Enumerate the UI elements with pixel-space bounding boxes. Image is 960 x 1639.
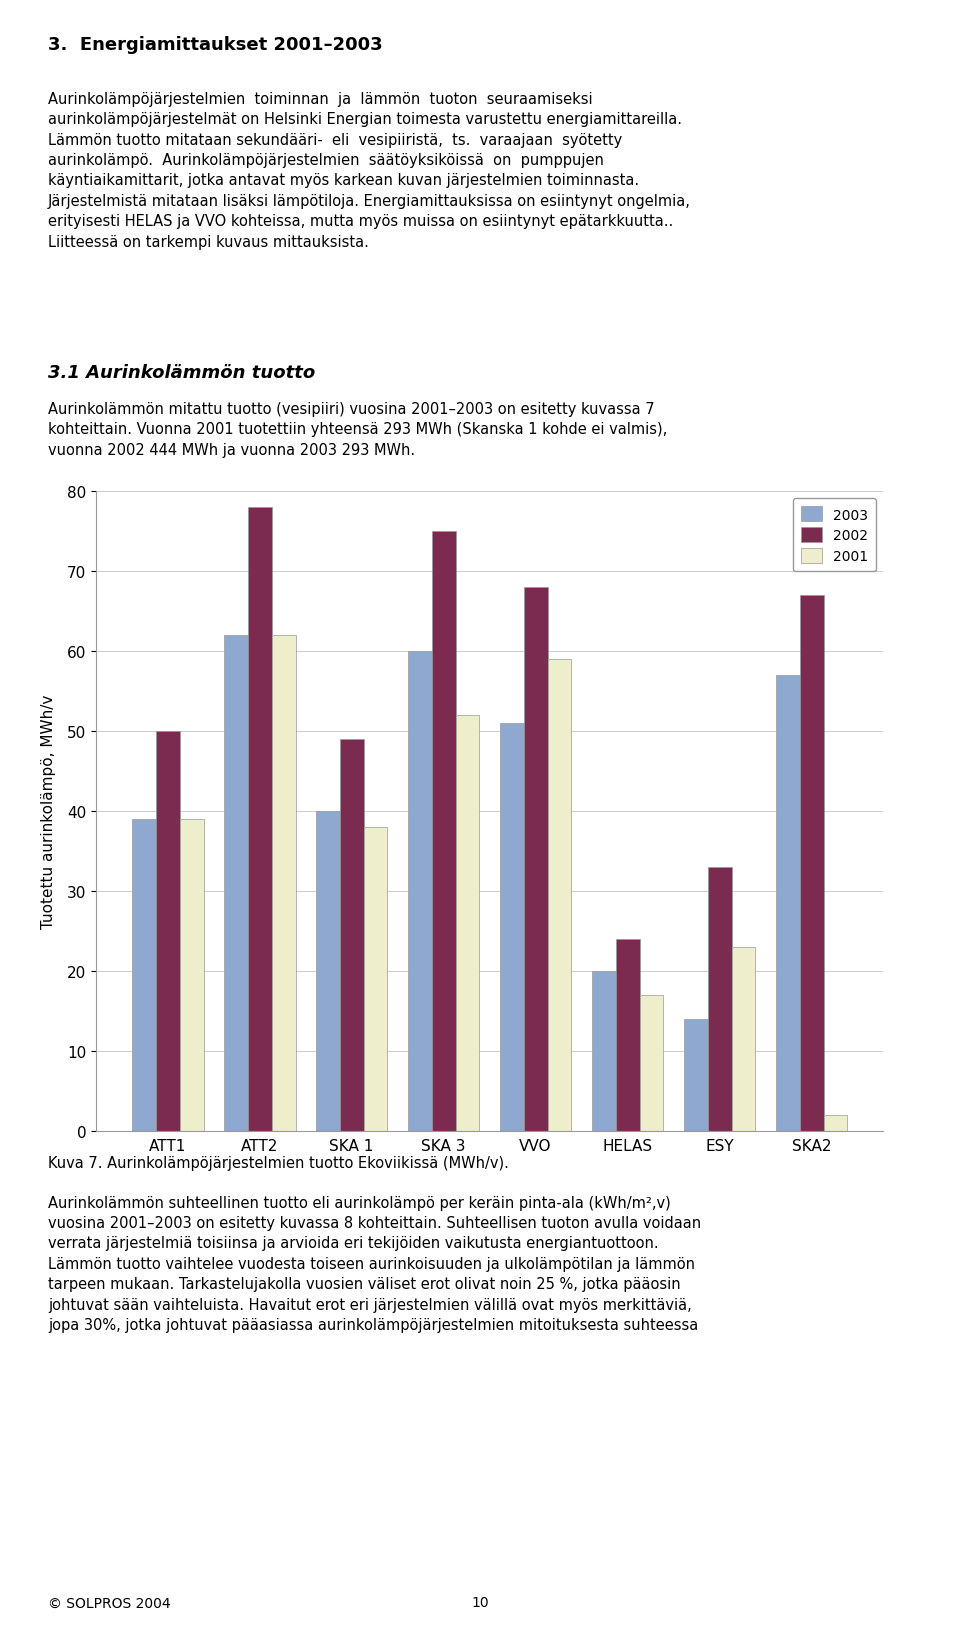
Bar xyxy=(800,595,824,1131)
Bar xyxy=(316,811,340,1131)
Bar xyxy=(639,995,663,1131)
Bar xyxy=(132,820,156,1131)
Bar xyxy=(776,675,800,1131)
Legend: 2003, 2002, 2001: 2003, 2002, 2001 xyxy=(793,498,876,572)
Text: Aurinkolämmön mitattu tuotto (vesipiiri) vuosina 2001–2003 on esitetty kuvassa 7: Aurinkolämmön mitattu tuotto (vesipiiri)… xyxy=(48,402,667,457)
Bar xyxy=(180,820,204,1131)
Text: Aurinkolämpöjärjestelmien  toiminnan  ja  lämmön  tuoton  seuraamiseksi
aurinkol: Aurinkolämpöjärjestelmien toiminnan ja l… xyxy=(48,92,691,249)
Bar xyxy=(523,587,547,1131)
Text: 3.1 Aurinkolämmön tuotto: 3.1 Aurinkolämmön tuotto xyxy=(48,364,315,382)
Bar xyxy=(408,651,432,1131)
Bar xyxy=(340,739,364,1131)
Bar xyxy=(708,867,732,1131)
Text: Kuva 7. Aurinkolämpöjärjestelmien tuotto Ekoviikissä (MWh/v).: Kuva 7. Aurinkolämpöjärjestelmien tuotto… xyxy=(48,1155,509,1170)
Bar xyxy=(684,1019,708,1131)
Bar xyxy=(156,731,180,1131)
Bar xyxy=(272,636,296,1131)
Bar xyxy=(364,828,388,1131)
Bar xyxy=(456,715,479,1131)
Y-axis label: Tuotettu aurinkolämpö, MWh/v: Tuotettu aurinkolämpö, MWh/v xyxy=(40,695,56,928)
Bar xyxy=(591,970,615,1131)
Bar xyxy=(732,947,756,1131)
Bar xyxy=(547,659,571,1131)
Text: 10: 10 xyxy=(471,1595,489,1609)
Bar xyxy=(824,1115,848,1131)
Bar xyxy=(224,636,248,1131)
Bar xyxy=(432,531,456,1131)
Bar xyxy=(615,939,639,1131)
Bar xyxy=(500,723,523,1131)
Text: © SOLPROS 2004: © SOLPROS 2004 xyxy=(48,1595,171,1609)
Text: Aurinkolämmön suhteellinen tuotto eli aurinkolämpö per keräin pinta-ala (kWh/m²,: Aurinkolämmön suhteellinen tuotto eli au… xyxy=(48,1195,701,1333)
Bar xyxy=(248,508,272,1131)
Text: 3.  Energiamittaukset 2001–2003: 3. Energiamittaukset 2001–2003 xyxy=(48,36,383,54)
